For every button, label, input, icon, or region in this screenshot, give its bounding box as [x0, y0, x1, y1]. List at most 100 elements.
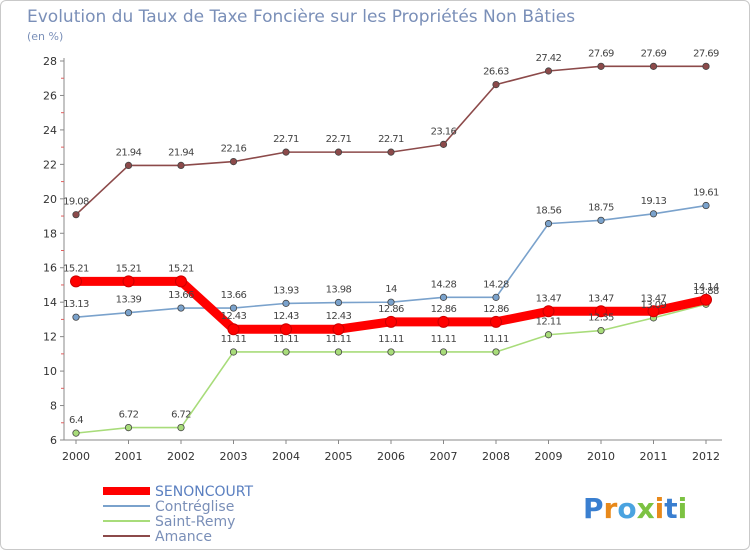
data-label: 22.71: [326, 134, 352, 145]
data-label: 6.72: [119, 410, 139, 421]
data-point: [439, 293, 448, 301]
data-labels: 15.21 15.21 15.21 12.43 12.43 12.43 12.86 12.86…: [63, 48, 719, 426]
data-point: [227, 323, 240, 336]
data-point: [122, 275, 135, 288]
x-tick-label: 2009: [535, 450, 563, 463]
data-point: [229, 158, 238, 166]
data-label: 11.11: [431, 334, 457, 345]
data-label: 13.09: [641, 300, 667, 311]
x-tick-label: 2003: [220, 450, 248, 463]
data-label: 21.94: [168, 147, 194, 158]
x-tick-label: 2011: [640, 450, 668, 463]
data-label: 27.69: [588, 48, 614, 59]
data-point: [334, 298, 343, 307]
data-point: [702, 62, 710, 70]
y-tick-label: 24: [43, 124, 57, 137]
data-point: [334, 348, 343, 356]
logo-letter: r: [604, 492, 618, 525]
data-point: [282, 148, 290, 156]
logo-letter: t: [664, 492, 677, 525]
data-point: [175, 275, 187, 288]
data-label: 21.94: [116, 147, 142, 158]
data-label: 11.11: [326, 334, 352, 345]
data-label: 6.72: [171, 410, 191, 421]
data-label: 19.61: [693, 188, 719, 199]
data-label: 14.28: [431, 279, 457, 290]
data-point: [282, 299, 290, 307]
data-label: 13.93: [273, 285, 299, 296]
data-label: 13.88: [693, 286, 719, 297]
data-point: [595, 305, 607, 318]
legend-label: Contréglise: [155, 499, 234, 515]
data-point: [385, 315, 397, 328]
x-tick-label: 2006: [377, 450, 405, 463]
data-label: 12.43: [273, 311, 299, 322]
data-point: [124, 423, 133, 432]
data-point: [229, 348, 238, 356]
data-point: [542, 305, 555, 318]
y-tick-label: 18: [43, 227, 57, 240]
data-label: 15.21: [116, 263, 142, 274]
data-point: [597, 216, 605, 224]
y-tick-label: 8: [50, 400, 57, 413]
data-label: 15.21: [63, 263, 89, 274]
data-point: [177, 304, 185, 312]
data-point: [544, 67, 553, 75]
data-point: [492, 348, 500, 356]
data-label: 13.47: [536, 293, 562, 304]
logo-letter: i: [655, 492, 665, 525]
y-tick-label: 16: [43, 262, 57, 275]
logo-letter: i: [678, 492, 688, 525]
data-point: [334, 148, 343, 156]
data-point: [490, 315, 502, 328]
data-point: [282, 348, 290, 356]
data-label: 18.56: [536, 206, 562, 217]
series-layer: [70, 62, 712, 437]
data-label: 27.69: [693, 48, 719, 59]
data-point: [72, 313, 80, 321]
x-tick-label: 2002: [167, 450, 195, 463]
logo-letter: P: [583, 492, 604, 525]
x-tick-label: 2001: [115, 450, 143, 463]
data-label: 26.63: [483, 67, 509, 78]
y-tick-label: 28: [43, 55, 57, 68]
x-tick-label: 2008: [482, 450, 510, 463]
data-label: 14.14: [693, 282, 719, 293]
y-tick-label: 12: [43, 331, 57, 344]
data-label: 13.47: [641, 293, 667, 304]
data-point: [70, 275, 82, 288]
y-unit-label: (en %): [27, 30, 63, 43]
y-tick-label: 14: [43, 296, 57, 309]
data-label: 11.11: [483, 334, 509, 345]
y-tick-label: 6: [50, 434, 57, 447]
data-point: [387, 148, 395, 156]
x-tick-label: 2012: [692, 450, 720, 463]
chart-title: Evolution du Taux de Taxe Foncière sur l…: [27, 7, 575, 27]
data-label: 13.13: [63, 299, 89, 310]
x-tick-label: 2004: [272, 450, 300, 463]
data-point: [544, 220, 553, 228]
data-label: 11.11: [221, 334, 247, 345]
data-point: [649, 62, 658, 70]
data-label: 15.21: [168, 263, 194, 274]
data-label: 14: [385, 284, 397, 295]
data-point: [492, 81, 500, 89]
x-tick-label: 2000: [62, 450, 90, 463]
data-label: 27.69: [641, 48, 667, 59]
data-label: 13.47: [588, 293, 614, 304]
data-label: 18.75: [588, 202, 614, 213]
data-label: 12.11: [536, 317, 562, 328]
data-point: [544, 331, 553, 339]
data-label: 19.13: [641, 196, 667, 207]
data-label: 12.86: [483, 304, 509, 315]
x-tick-label: 2010: [587, 450, 615, 463]
legend-label: Amance: [155, 529, 212, 545]
data-label: 12.43: [326, 311, 352, 322]
data-point: [597, 62, 605, 70]
data-label: 19.08: [63, 197, 89, 208]
data-label: 22.71: [378, 134, 404, 145]
data-label: 13.66: [221, 290, 247, 301]
x-tick-label: 2007: [430, 450, 458, 463]
